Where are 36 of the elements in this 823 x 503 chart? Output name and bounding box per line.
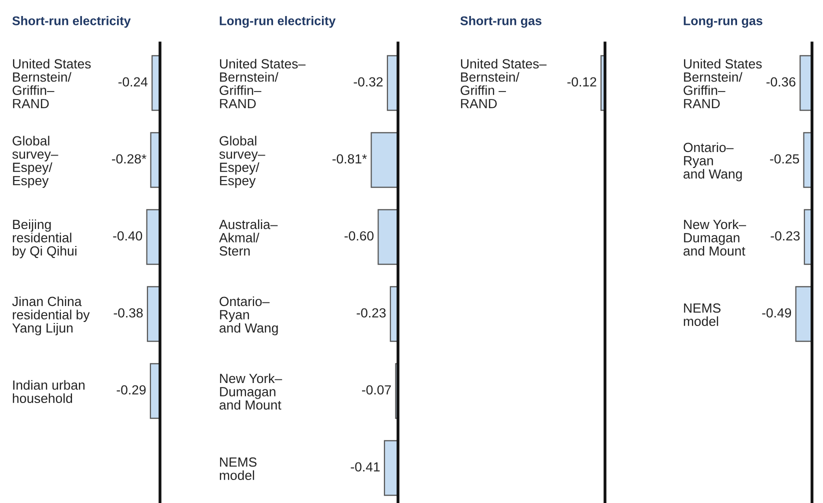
data-label: -0.25 bbox=[770, 154, 800, 164]
y-tick-label: United States– Bernstein/ Griffin – RAND bbox=[460, 58, 547, 108]
data-label: -0.41 bbox=[350, 462, 380, 472]
y-tick-label: NEMS model bbox=[220, 457, 257, 480]
y-tick-label: NEMS model bbox=[684, 303, 721, 326]
y-tick-label: Australia– Akmal/ Stern bbox=[219, 219, 278, 256]
data-label: -0.32 bbox=[354, 77, 383, 87]
data-label: -0.23 bbox=[356, 308, 386, 318]
y-tick-label: Ontario– Ryan and Wang bbox=[220, 296, 278, 336]
data-label: -0.60 bbox=[344, 231, 374, 241]
data-label: -0.28* bbox=[112, 154, 146, 164]
data-label: -0.36 bbox=[766, 77, 796, 87]
y-tick-label: Ontario– Ryan and Wang bbox=[684, 142, 742, 182]
data-label: -0.29 bbox=[116, 385, 146, 395]
chart-title: Long-run gas bbox=[684, 16, 762, 28]
y-tick-label: Jinan China residential by Yang Lijun bbox=[12, 296, 90, 336]
text: Short-run gas bbox=[460, 16, 542, 28]
chart-title: Short-run electricity bbox=[12, 16, 131, 28]
y-tick-label: United States– Bernstein/ Griffin– RAND bbox=[220, 58, 306, 108]
data-label: -0.24 bbox=[118, 77, 148, 87]
y-tick-label: New York– Dumagan and Mount bbox=[684, 219, 746, 256]
y-tick-label: New York– Dumagan and Mount bbox=[220, 373, 282, 410]
data-label: -0.40 bbox=[113, 231, 142, 241]
y-tick-label: Indian urban household bbox=[12, 380, 85, 404]
data-label: -0.12 bbox=[567, 77, 596, 87]
y-tick-label: United States Bernstein/ Griffin– RAND bbox=[12, 58, 91, 108]
data-label: -0.81* bbox=[332, 154, 367, 164]
data-label: -0.07 bbox=[362, 385, 391, 395]
y-tick-label: Beijing residential by Qi Qihui bbox=[12, 219, 76, 258]
y-tick-label: United States Bernstein/ Griffin– RAND bbox=[684, 58, 762, 108]
chart-title: Long-run electricity bbox=[220, 16, 336, 28]
data-label: -0.49 bbox=[762, 308, 792, 318]
y-tick-label: Global survey– Espey/ Espey bbox=[12, 136, 58, 188]
data-label: -0.23 bbox=[770, 231, 800, 241]
y-tick-label: Global survey– Espey/ Espey bbox=[219, 136, 266, 188]
data-label: -0.38 bbox=[114, 308, 143, 318]
